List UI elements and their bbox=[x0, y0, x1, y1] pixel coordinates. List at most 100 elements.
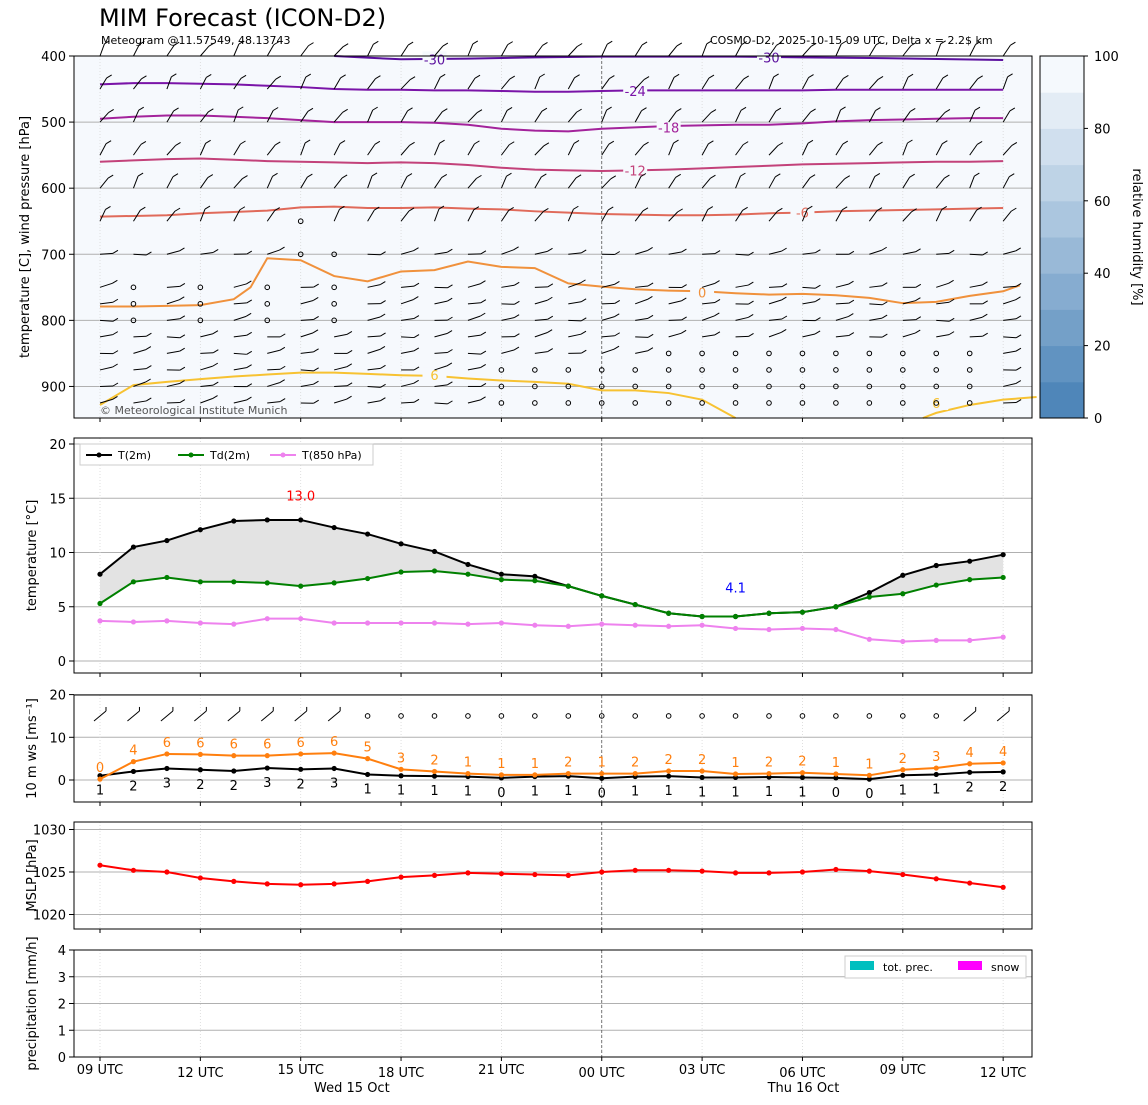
wind-barb-flag bbox=[106, 74, 112, 79]
wind-barb bbox=[300, 299, 314, 305]
wind-barb bbox=[534, 351, 548, 354]
wind-barb bbox=[869, 285, 883, 288]
wind-barb-flag bbox=[205, 74, 212, 78]
gust-label: 6 bbox=[297, 736, 305, 751]
data-point bbox=[398, 620, 404, 626]
wind-barb-flag bbox=[1015, 334, 1022, 339]
wind-barb bbox=[333, 143, 341, 156]
wind-barb bbox=[701, 209, 709, 222]
speed-label: 1 bbox=[731, 785, 739, 800]
wind-barb bbox=[434, 402, 448, 405]
wind-calm-circle bbox=[598, 383, 605, 390]
wind-calm-circle bbox=[966, 350, 973, 357]
wind-barb bbox=[194, 710, 207, 722]
speed-label: 1 bbox=[798, 785, 806, 800]
wind-barb bbox=[634, 144, 644, 156]
wind-barb-flag bbox=[447, 400, 453, 405]
wind-barb-flag bbox=[313, 380, 319, 385]
colorbar-segment bbox=[1040, 381, 1084, 419]
wind-calm-circle bbox=[833, 713, 839, 719]
wind-calm-circle bbox=[833, 383, 839, 390]
wind-calm-circle bbox=[966, 383, 973, 390]
wind-barb-flag bbox=[442, 42, 449, 47]
wind-barb-flag bbox=[874, 172, 881, 177]
wind-barb bbox=[768, 331, 782, 338]
wind-barb-flag bbox=[473, 206, 480, 211]
wind-barb bbox=[668, 142, 674, 156]
data-point bbox=[799, 625, 806, 632]
data-point bbox=[900, 638, 906, 645]
y-axis-label: precipitation [mm/h] bbox=[25, 936, 40, 1070]
wind-barb-flag bbox=[581, 349, 587, 354]
wind-barb-flag bbox=[313, 283, 319, 288]
x-tick-label: 12 UTC bbox=[980, 1066, 1026, 1081]
data-point bbox=[967, 761, 973, 767]
wind-barb-flag bbox=[409, 76, 416, 81]
wind-barb bbox=[199, 111, 209, 123]
wind-barb bbox=[735, 316, 749, 321]
wind-barb-flag bbox=[547, 315, 554, 320]
wind-barb-flag bbox=[614, 332, 620, 337]
series-line bbox=[99, 569, 1004, 618]
wind-barb-flag bbox=[781, 247, 787, 252]
colorbar-segment bbox=[1040, 164, 1084, 202]
wind-barb-flag bbox=[107, 174, 114, 179]
wind-barb-flag bbox=[814, 330, 821, 335]
wind-barb-flag bbox=[179, 347, 185, 352]
wind-barb bbox=[434, 177, 443, 189]
wind-barb-flag bbox=[179, 380, 185, 384]
wind-barb-flag bbox=[707, 206, 714, 210]
wind-barb bbox=[467, 43, 474, 57]
wind-barb bbox=[534, 145, 545, 156]
wind-barb-flag bbox=[775, 173, 781, 178]
wind-barb bbox=[367, 144, 376, 156]
wind-barb bbox=[367, 335, 381, 338]
wind-calm-circle bbox=[900, 400, 906, 406]
wind-barb bbox=[801, 208, 808, 222]
wind-barb-flag bbox=[507, 41, 513, 46]
wind-calm-circle bbox=[799, 400, 806, 406]
wind-barb bbox=[935, 112, 946, 123]
data-point bbox=[599, 869, 605, 875]
wind-barb-flag bbox=[246, 299, 253, 304]
wind-barb bbox=[367, 400, 381, 404]
wind-barb-flag bbox=[279, 365, 286, 370]
wind-barb bbox=[567, 77, 576, 90]
gust-label: 6 bbox=[330, 735, 338, 750]
wind-barb-flag bbox=[380, 383, 386, 388]
data-point bbox=[866, 772, 872, 778]
wind-barb bbox=[199, 77, 207, 90]
wind-barb bbox=[567, 111, 578, 123]
wind-barb bbox=[935, 209, 943, 222]
model-run-subtitle: COSMO-D2, 2025-10-15 09 UTC, Delta x = 2… bbox=[710, 34, 993, 47]
wind-barb bbox=[902, 319, 916, 321]
colorbar-tick-label: 40 bbox=[1094, 267, 1111, 282]
wind-barb bbox=[768, 145, 779, 156]
legend-label: T(2m) bbox=[117, 449, 151, 462]
wind-calm-circle bbox=[699, 350, 705, 357]
wind-barb-flag bbox=[140, 206, 146, 211]
wind-calm-circle bbox=[565, 400, 572, 406]
data-point bbox=[799, 774, 806, 781]
wind-barb-flag bbox=[673, 73, 680, 78]
wind-barb bbox=[233, 315, 247, 321]
data-point bbox=[164, 765, 170, 772]
wind-calm-circle bbox=[565, 713, 572, 719]
wind-barb-flag bbox=[1011, 142, 1018, 146]
wind-barb bbox=[735, 44, 743, 57]
wind-barb-flag bbox=[982, 251, 988, 256]
wind-calm-circle bbox=[331, 317, 337, 324]
data-point bbox=[599, 775, 605, 781]
wind-barb-flag bbox=[708, 74, 715, 79]
data-point bbox=[666, 610, 672, 616]
gust-label: 6 bbox=[196, 736, 204, 751]
wind-barb bbox=[367, 348, 381, 354]
data-point bbox=[967, 577, 973, 583]
wind-barb-flag bbox=[379, 345, 386, 350]
wind-barb-flag bbox=[239, 206, 246, 211]
wind-barb-flag bbox=[882, 301, 888, 306]
wind-barb-flag bbox=[279, 398, 286, 403]
data-point bbox=[97, 571, 103, 577]
wind-barb bbox=[400, 176, 408, 189]
wind-barb-flag bbox=[406, 173, 413, 178]
